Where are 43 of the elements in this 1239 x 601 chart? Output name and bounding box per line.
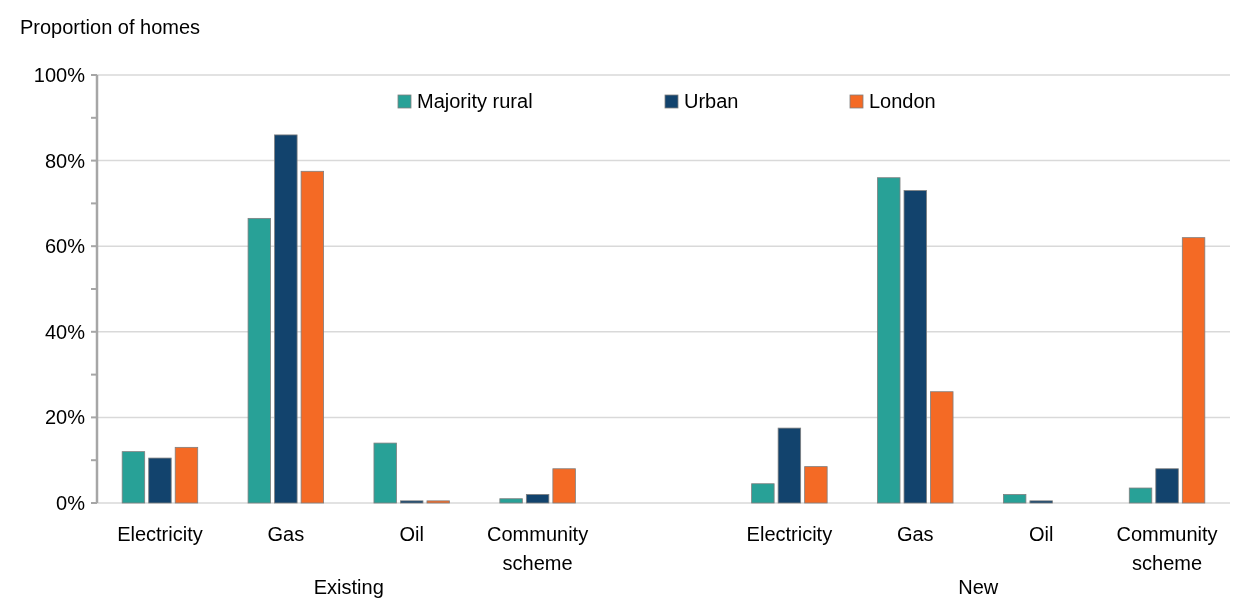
bar bbox=[1128, 487, 1153, 504]
x-tick-label: Oil bbox=[1028, 523, 1054, 545]
y-tick-label: 0% bbox=[56, 492, 86, 514]
y-axis-title: Proportion of homes bbox=[20, 16, 201, 38]
y-tick-label: 80% bbox=[44, 149, 86, 172]
bar bbox=[499, 498, 523, 504]
bar bbox=[1155, 468, 1179, 504]
bar bbox=[274, 134, 298, 504]
bar bbox=[373, 442, 397, 504]
y-tick-label: 20% bbox=[44, 406, 86, 429]
bar bbox=[930, 391, 954, 504]
legend-label: Urban bbox=[684, 90, 739, 112]
bar bbox=[121, 451, 146, 504]
bar bbox=[400, 500, 424, 504]
bar bbox=[1029, 500, 1053, 504]
y-tick-label: 40% bbox=[44, 320, 86, 343]
x-tick-label: Community scheme bbox=[1116, 523, 1218, 574]
bar bbox=[148, 457, 172, 504]
x-tick-label: Gas bbox=[896, 523, 934, 545]
bar bbox=[247, 217, 271, 504]
text: New bbox=[958, 576, 999, 598]
bar bbox=[552, 468, 576, 504]
y-tick-label: 100% bbox=[33, 64, 86, 86]
x-tick-label: Community scheme bbox=[487, 523, 589, 574]
bar bbox=[174, 446, 199, 504]
bar bbox=[804, 466, 828, 504]
bar bbox=[903, 190, 927, 504]
x-tick-label: Electricity bbox=[117, 523, 203, 545]
bar bbox=[1181, 237, 1206, 504]
bar bbox=[525, 494, 550, 504]
x-tick-label: Oil bbox=[399, 523, 424, 545]
bar bbox=[877, 177, 901, 504]
legend-label: London bbox=[869, 90, 936, 112]
legend-label: Majority rural bbox=[417, 90, 533, 112]
text: Existing bbox=[313, 576, 384, 598]
bar bbox=[1003, 494, 1027, 504]
bar bbox=[300, 170, 324, 504]
bar bbox=[426, 500, 450, 504]
y-tick-label: 60% bbox=[44, 235, 86, 258]
bar bbox=[751, 483, 775, 504]
x-tick-label: Electricity bbox=[746, 523, 833, 545]
x-tick-label: Gas bbox=[267, 523, 305, 545]
bar bbox=[777, 427, 802, 504]
